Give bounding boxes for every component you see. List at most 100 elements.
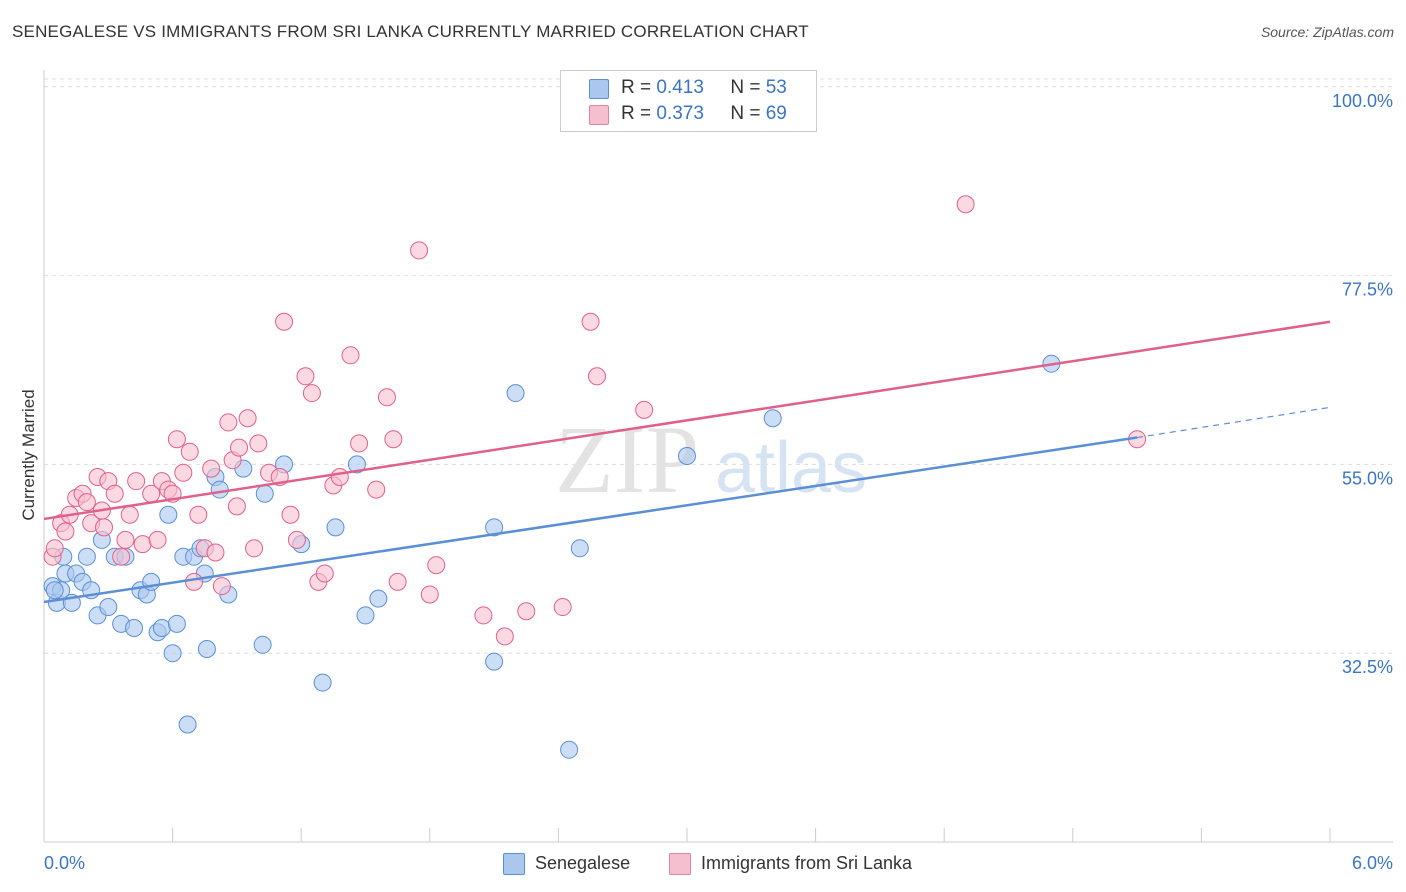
- point-sri-lanka: [227, 497, 246, 516]
- point-sri-lanka: [180, 442, 199, 461]
- legend-label: Immigrants from Sri Lanka: [701, 853, 913, 873]
- legend-swatch: [503, 853, 525, 875]
- point-senegalese: [159, 505, 178, 524]
- legend-swatch: [589, 79, 609, 99]
- r-value: 0.413: [656, 77, 704, 98]
- point-sri-lanka: [553, 598, 572, 617]
- point-senegalese: [125, 619, 144, 638]
- watermark-atlas: atlas: [715, 428, 867, 508]
- point-senegalese: [356, 606, 375, 625]
- point-sri-lanka: [377, 388, 396, 407]
- point-sri-lanka: [95, 518, 114, 537]
- point-sri-lanka: [238, 409, 257, 428]
- point-sri-lanka: [474, 606, 493, 625]
- point-senegalese: [506, 384, 525, 403]
- legend-swatch: [589, 105, 609, 125]
- point-sri-lanka: [384, 430, 403, 449]
- point-sri-lanka: [956, 195, 975, 214]
- point-sri-lanka: [116, 530, 135, 549]
- point-sri-lanka: [45, 539, 64, 558]
- point-senegalese: [255, 484, 274, 503]
- point-sri-lanka: [77, 493, 96, 512]
- point-sri-lanka: [245, 539, 264, 558]
- y-tick-label: 32.5%: [1342, 657, 1393, 677]
- point-senegalese: [570, 539, 589, 558]
- point-sri-lanka: [495, 627, 514, 646]
- point-senegalese: [313, 673, 332, 692]
- grid: [44, 78, 1393, 654]
- point-sri-lanka: [581, 312, 600, 331]
- legend-text: R = 0.373 N = 69: [621, 103, 787, 124]
- point-sri-lanka: [388, 572, 407, 591]
- y-tick-labels: 100.0% 77.5% 55.0% 32.5%: [1332, 91, 1393, 677]
- point-sri-lanka: [133, 535, 152, 554]
- point-sri-lanka: [127, 472, 146, 491]
- point-sri-lanka: [315, 564, 334, 583]
- r-value: 0.373: [656, 103, 704, 124]
- point-senegalese: [197, 640, 216, 658]
- point-sri-lanka: [206, 543, 225, 562]
- watermark-zip: ZIP: [555, 406, 699, 513]
- point-senegalese: [326, 518, 345, 537]
- point-senegalese: [210, 480, 229, 499]
- point-sri-lanka: [275, 312, 294, 331]
- point-sri-lanka: [302, 384, 321, 403]
- trend-line-sri-lanka: [43, 320, 1331, 521]
- point-sri-lanka: [427, 556, 446, 575]
- point-sri-lanka: [330, 467, 349, 486]
- point-sri-lanka: [635, 400, 654, 419]
- legend-text: R = 0.413 N = 53: [621, 77, 787, 98]
- point-sri-lanka: [230, 438, 249, 457]
- point-senegalese: [763, 409, 782, 428]
- chart-title: SENEGALESE VS IMMIGRANTS FROM SRI LANKA …: [12, 22, 809, 41]
- y-tick-label: 55.0%: [1342, 468, 1393, 488]
- point-sri-lanka: [341, 346, 360, 365]
- n-value: 69: [765, 103, 787, 124]
- y-tick-label: 77.5%: [1342, 280, 1393, 300]
- point-sri-lanka: [167, 430, 186, 449]
- axes: [43, 70, 1393, 843]
- point-sri-lanka: [212, 577, 231, 596]
- watermark: ZIP atlas: [555, 406, 867, 513]
- point-sri-lanka: [420, 585, 439, 604]
- x-max-label: 6.0%: [1352, 853, 1393, 873]
- point-senegalese: [678, 447, 696, 465]
- point-sri-lanka: [56, 522, 75, 541]
- point-sri-lanka: [287, 530, 306, 549]
- x-min-label: 0.0%: [44, 853, 85, 873]
- point-sri-lanka: [174, 463, 193, 482]
- source-label: Source: ZipAtlas.com: [1260, 24, 1394, 40]
- point-senegalese: [485, 518, 504, 537]
- point-senegalese: [178, 715, 197, 734]
- point-sri-lanka: [202, 459, 221, 478]
- trend-extension-senegalese: [1137, 406, 1331, 439]
- point-sri-lanka: [517, 602, 536, 621]
- trend-lines: [43, 320, 1331, 604]
- point-senegalese: [167, 614, 186, 633]
- point-sri-lanka: [296, 367, 315, 386]
- stats-legend: R = 0.413 N = 53 R = 0.373 N = 69: [560, 70, 817, 132]
- y-tick-label: 100.0%: [1332, 91, 1393, 111]
- point-sri-lanka: [219, 413, 238, 432]
- point-senegalese: [152, 619, 171, 638]
- point-sri-lanka: [587, 367, 606, 386]
- point-sri-lanka: [350, 434, 369, 453]
- point-sri-lanka: [185, 572, 204, 591]
- point-senegalese: [163, 644, 182, 663]
- point-sri-lanka: [410, 241, 429, 260]
- n-value: 53: [765, 77, 787, 98]
- point-sri-lanka: [112, 547, 131, 566]
- legend-swatch: [669, 853, 691, 875]
- point-senegalese: [347, 455, 366, 474]
- point-sri-lanka: [249, 434, 268, 453]
- point-sri-lanka: [105, 484, 124, 503]
- point-sri-lanka: [148, 530, 167, 549]
- point-senegalese: [485, 652, 504, 671]
- point-sri-lanka: [189, 505, 208, 524]
- point-sri-lanka: [281, 505, 300, 524]
- point-senegalese: [369, 589, 388, 608]
- point-senegalese: [560, 740, 579, 759]
- legend-label: Senegalese: [535, 853, 631, 873]
- point-senegalese: [45, 581, 64, 600]
